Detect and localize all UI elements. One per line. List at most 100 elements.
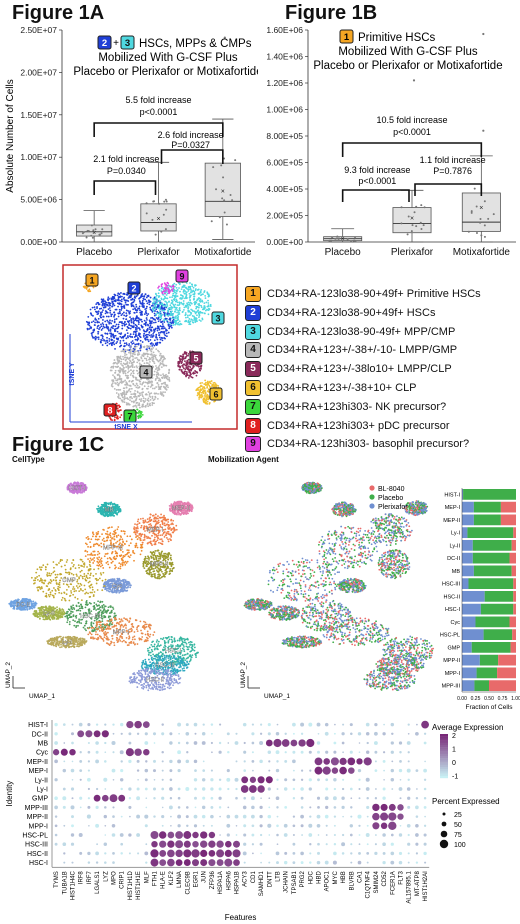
- umap-point: [174, 502, 177, 505]
- tsne-point: [117, 383, 119, 386]
- tsne-point: [169, 308, 172, 311]
- tsne-point: [105, 325, 108, 328]
- umap-point: [72, 593, 75, 596]
- tsne-point: [97, 310, 100, 313]
- umap-point: [85, 574, 88, 577]
- tsne-point: [125, 384, 127, 386]
- umap-point: [181, 504, 184, 507]
- tsne-point: [193, 310, 196, 313]
- umap-point: [137, 535, 139, 537]
- tsne-point: [113, 299, 116, 302]
- umap-point: [70, 591, 73, 594]
- umap-point: [159, 525, 162, 528]
- umap-point: [175, 506, 178, 509]
- tsne-point: [97, 312, 100, 315]
- tsne-point: [139, 302, 142, 305]
- tsne-point: [110, 297, 113, 300]
- tsne-point: [138, 300, 141, 302]
- tsne-point: [148, 345, 151, 348]
- umap-point: [113, 535, 116, 538]
- tsne-legend-label: CD34+RA+123hi303- NK precursor?: [267, 400, 447, 413]
- tsne-point: [178, 287, 180, 289]
- tsne-point: [147, 397, 150, 400]
- umap-point: [92, 550, 95, 553]
- tsne-point: [120, 378, 123, 380]
- tsne-point: [130, 341, 133, 344]
- umap-point: [139, 539, 142, 542]
- data-point: [215, 188, 218, 191]
- tsne-point: [164, 391, 166, 394]
- tsne-point: [136, 366, 139, 369]
- tsne-point: [107, 321, 110, 323]
- box: [461, 192, 501, 232]
- tsne-point: [165, 291, 167, 294]
- tsne-point: [107, 308, 110, 311]
- tsne-point: [108, 337, 111, 340]
- data-point: [94, 228, 97, 231]
- umap-point: [177, 504, 180, 506]
- umap-point: [142, 517, 144, 520]
- tsne-point: [104, 305, 107, 308]
- tsne-point: [113, 318, 116, 321]
- tsne-point: [106, 344, 109, 347]
- tsne-point: [139, 348, 142, 351]
- tsne-legend-badge: 1: [245, 286, 261, 302]
- tsne-point: [148, 357, 151, 359]
- data-point: [337, 237, 340, 240]
- umap-point: [109, 514, 112, 517]
- tsne-point: [131, 335, 134, 338]
- tsne-point: [184, 313, 187, 316]
- tsne-point: [113, 340, 115, 342]
- umap-point: [101, 513, 104, 516]
- umap-point: [69, 568, 72, 571]
- tsne-point: [142, 405, 145, 408]
- tsne-point: [161, 303, 164, 306]
- tsne-point: [197, 292, 200, 295]
- tsne-point: [175, 306, 178, 309]
- tsne-point: [130, 393, 133, 396]
- umap-point: [84, 555, 87, 558]
- tsne-point: [177, 309, 180, 312]
- umap-point: [87, 537, 90, 540]
- tsne-point: [204, 309, 207, 312]
- tsne-point: [170, 306, 173, 308]
- tsne-point: [107, 296, 110, 299]
- umap-point: [80, 558, 83, 561]
- tsne-point: [162, 304, 165, 307]
- tsne-point: [126, 361, 129, 363]
- umap-point: [169, 569, 172, 572]
- y-tick-label: 1.40E+06: [266, 52, 303, 62]
- umap-point: [157, 515, 159, 517]
- tsne-point: [111, 344, 113, 347]
- tsne-point: [195, 307, 198, 310]
- tsne-point: [119, 345, 121, 348]
- tsne-point: [165, 376, 168, 379]
- tsne-point: [148, 363, 151, 366]
- umap-point: [184, 511, 187, 513]
- tsne-point: [125, 366, 128, 368]
- tsne-point: [131, 366, 134, 369]
- tsne-point: [203, 305, 206, 308]
- umap-point: [120, 584, 123, 587]
- umap-point: [109, 532, 112, 535]
- tsne-point: [151, 404, 154, 406]
- umap-point: [162, 557, 165, 560]
- tsne-point: [178, 301, 181, 304]
- umap-point: [122, 556, 124, 559]
- tsne-point: [177, 321, 180, 324]
- umap-point: [157, 519, 160, 522]
- umap-point: [146, 557, 149, 560]
- tsne-point: [119, 397, 122, 400]
- tsne-point: [192, 366, 195, 369]
- data-point: [223, 199, 226, 202]
- tsne-point: [135, 402, 138, 404]
- umap-point: [114, 509, 116, 512]
- tsne-point: [205, 384, 207, 387]
- tsne-point: [170, 326, 173, 329]
- tsne-y-label: tSNE Y: [69, 362, 76, 386]
- umap-point: [151, 534, 153, 537]
- tsne-point: [114, 334, 117, 337]
- tsne-point: [172, 303, 175, 306]
- tsne-point: [135, 406, 138, 408]
- umap-point: [151, 544, 153, 547]
